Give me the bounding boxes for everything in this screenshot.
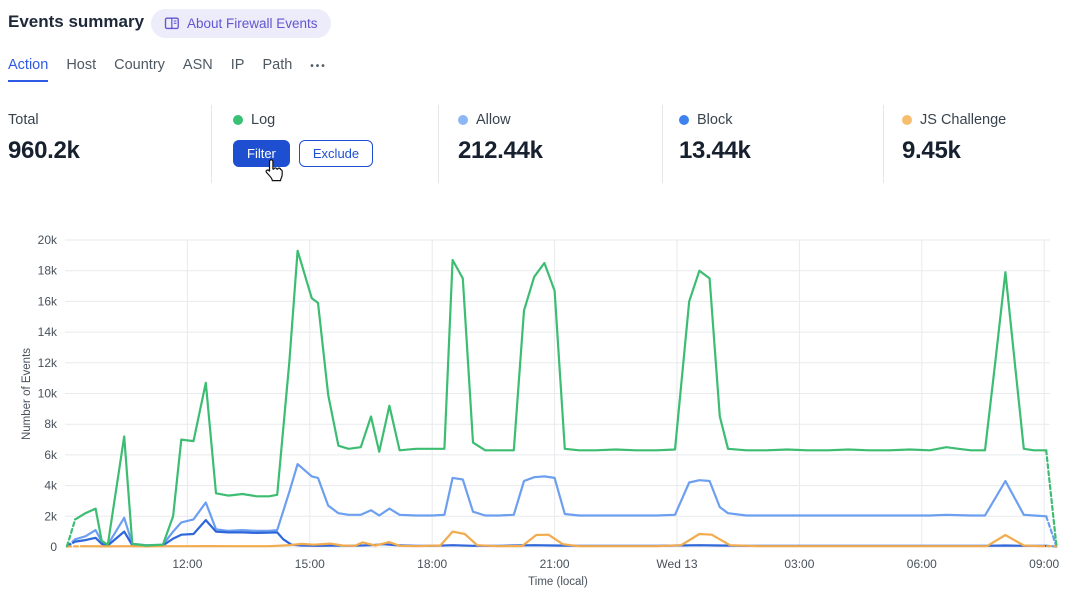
page-title: Events summary [8, 12, 145, 31]
stat-js-challenge: JS Challenge 9.45k [902, 103, 1006, 165]
svg-text:16k: 16k [38, 294, 58, 308]
stat-total: Total 960.2k [8, 103, 80, 165]
svg-text:4k: 4k [44, 479, 58, 493]
svg-text:06:00: 06:00 [907, 557, 937, 571]
events-time-series-chart[interactable]: 12:00 15:00 18:00 21:00 Wed 13 03:00 06:00 09:0… [0, 225, 1068, 598]
tab-asn[interactable]: ASN [182, 57, 213, 73]
tab-action[interactable]: Action [8, 57, 49, 82]
log-dot-icon [233, 115, 243, 125]
filter-button[interactable]: Filter [233, 140, 290, 167]
js-challenge-label: JS Challenge [920, 112, 1007, 128]
svg-text:09:00: 09:00 [1029, 557, 1059, 571]
block-label: Block [697, 112, 733, 128]
svg-text:0: 0 [50, 540, 57, 554]
svg-text:18:00: 18:00 [417, 557, 447, 571]
svg-text:2k: 2k [44, 509, 58, 523]
svg-text:10k: 10k [38, 387, 58, 401]
svg-text:12:00: 12:00 [172, 557, 202, 571]
svg-text:15:00: 15:00 [295, 557, 325, 571]
svg-text:21:00: 21:00 [540, 557, 570, 571]
allow-dot-icon [458, 115, 468, 125]
divider [438, 105, 439, 183]
more-tabs-ellipsis-icon[interactable]: ••• [310, 61, 327, 72]
book-icon [164, 16, 180, 31]
log-label: Log [251, 112, 276, 128]
divider [211, 105, 212, 183]
breakdown-tabs: Action Host Country ASN IP Path ••• [8, 57, 327, 82]
chart-axis-labels: 12:00 15:00 18:00 21:00 Wed 13 03:00 06:00 09:0… [21, 233, 1060, 588]
tab-path[interactable]: Path [262, 57, 293, 73]
allow-label: Allow [476, 112, 511, 128]
svg-text:Wed 13: Wed 13 [656, 557, 697, 571]
svg-text:12k: 12k [38, 356, 58, 370]
divider [883, 105, 884, 183]
stat-block: Block 13.44k [679, 103, 751, 165]
svg-text:6k: 6k [44, 448, 58, 462]
svg-text:8k: 8k [44, 417, 58, 431]
total-label: Total [8, 112, 39, 128]
svg-text:03:00: 03:00 [784, 557, 814, 571]
svg-text:18k: 18k [38, 264, 58, 278]
stat-log: Log Filter Exclude [233, 103, 374, 167]
svg-text:Number of Events: Number of Events [21, 348, 33, 440]
stats-row: Total 960.2k Log Filter Exclude Allow 21… [0, 103, 1068, 187]
block-dot-icon [679, 115, 689, 125]
series-js-challenge [65, 530, 1058, 548]
tab-ip[interactable]: IP [230, 57, 245, 73]
allow-value: 212.44k [458, 137, 543, 164]
stat-allow: Allow 212.44k [458, 103, 543, 165]
chart-gridlines [65, 239, 1050, 548]
total-value: 960.2k [8, 137, 80, 164]
block-value: 13.44k [679, 137, 751, 164]
js-challenge-dot-icon [902, 115, 912, 125]
js-challenge-value: 9.45k [902, 137, 961, 164]
series-log [65, 249, 1058, 548]
about-firewall-events-badge[interactable]: About Firewall Events [151, 9, 331, 38]
tab-host[interactable]: Host [66, 57, 97, 73]
svg-text:20k: 20k [38, 233, 58, 247]
tab-country[interactable]: Country [114, 57, 165, 73]
svg-text:Time (local): Time (local) [528, 576, 588, 588]
about-badge-label: About Firewall Events [187, 16, 318, 31]
exclude-button[interactable]: Exclude [298, 140, 374, 167]
svg-text:14k: 14k [38, 325, 58, 339]
divider [662, 105, 663, 183]
